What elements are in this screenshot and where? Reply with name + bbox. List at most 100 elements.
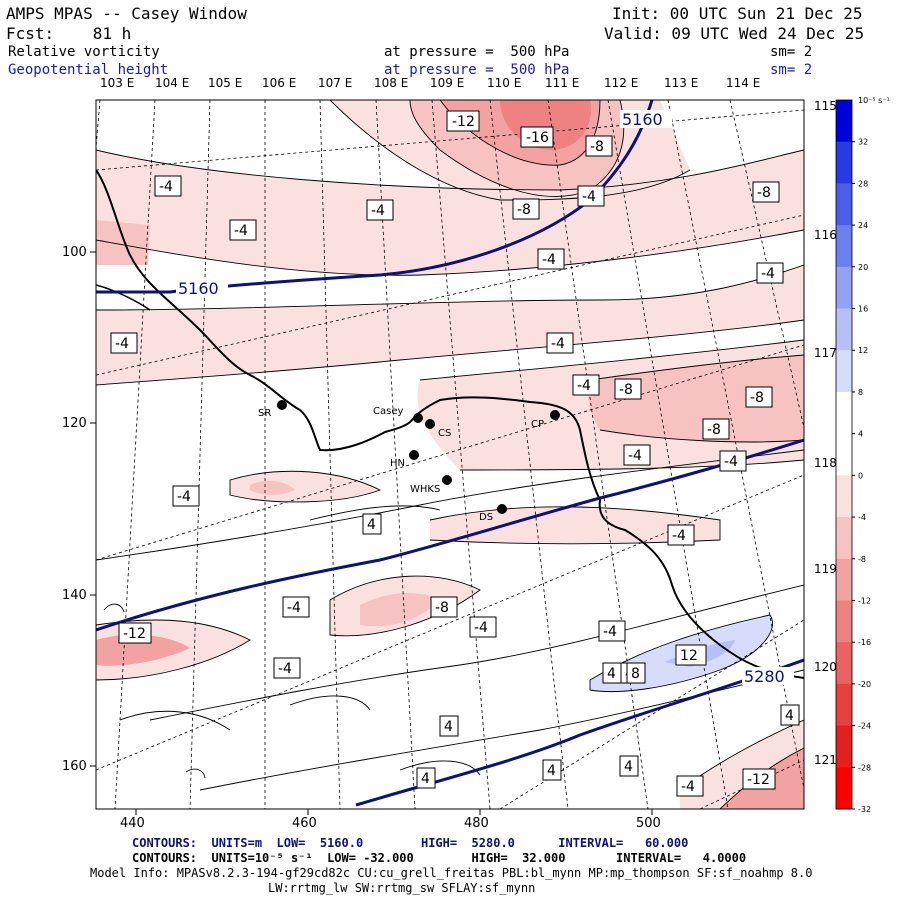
colorbar-cell: [836, 642, 852, 685]
lon-label: 109 E: [430, 76, 465, 90]
colorbar-tick-label: 12: [858, 346, 868, 355]
colorbar-tick-label: 28: [858, 179, 868, 188]
colorbar-cell: [836, 517, 852, 560]
lon-label: 110 E: [487, 76, 522, 90]
colorbar-tick-label: -20: [858, 680, 871, 689]
colorbar-tick-label: 16: [858, 305, 868, 314]
vort-label: 4: [367, 517, 376, 533]
lon-label: 114 E: [726, 76, 761, 90]
vorticity-contours: [96, 100, 804, 809]
colorbar-cell: [836, 600, 852, 643]
station-label: CS: [438, 428, 451, 439]
lon-label: 108 E: [374, 76, 409, 90]
vort-label: -4: [371, 203, 385, 219]
colorbar-tick-label: 24: [858, 221, 868, 230]
vort-label: -4: [628, 448, 642, 464]
x-axis-label: 460: [292, 816, 317, 831]
lon-label: 106 E: [262, 76, 297, 90]
station-marker: [413, 413, 423, 423]
vort-label: -4: [115, 336, 129, 352]
colorbar-tick-label: -8: [858, 555, 866, 564]
vort-label: -4: [551, 336, 565, 352]
forecast-hour: Fcst: 81 h: [6, 24, 132, 43]
vort-label: -8: [750, 390, 764, 406]
station-marker: [409, 450, 419, 460]
colorbar: 10⁻⁵ s⁻¹ 32 28 24 20 16 12 8 4 0 -4 -8 -12 -16 -20 -24…: [835, 96, 890, 814]
stations: SR Casey CS HN WHKS DS CP: [258, 400, 560, 523]
vort-label: 4: [444, 719, 453, 735]
lon-label: 112 E: [604, 76, 639, 90]
colorbar-cell: [836, 475, 852, 518]
x-axis-label: 480: [464, 816, 489, 831]
vort-label: -4: [603, 624, 617, 640]
lon-label: 113 E: [664, 76, 699, 90]
vort-label: 8: [631, 666, 640, 682]
coastline-detail: [96, 284, 151, 311]
x-axis-label: 500: [636, 816, 661, 831]
colorbar-cell: [836, 725, 852, 768]
station-marker: [425, 419, 435, 429]
field2-level: at pressure = 500 hPa: [384, 62, 570, 78]
field1-level: at pressure = 500 hPa: [384, 44, 570, 60]
station-marker: [277, 400, 287, 410]
colorbar-tick-label: -16: [858, 638, 871, 647]
field1-name: Relative vorticity: [8, 44, 160, 60]
vort-label: 4: [785, 708, 794, 724]
colorbar-cell: [836, 266, 852, 310]
vort-label: -12: [123, 626, 146, 642]
colorbar-cell: [836, 558, 852, 601]
colorbar-cell: [836, 391, 852, 435]
vort-label: -12: [747, 772, 770, 788]
vorticity-labels: -12 -16 -8 -4 -4 -4 -8 -4 -8 -4 -4 -4 -4…: [110, 110, 800, 797]
field2-name: Geopotential height: [8, 62, 169, 78]
height-label: 5160: [178, 279, 219, 298]
colorbar-tick-label: 8: [858, 388, 863, 397]
colorbar-tick-label: 20: [858, 263, 868, 272]
station-label: HN: [390, 458, 405, 469]
vort-label: 4: [607, 666, 616, 682]
vort-label: -4: [582, 189, 596, 205]
lon-label: 103 E: [100, 76, 135, 90]
vort-label: -4: [724, 454, 738, 470]
station-label: CP: [531, 419, 544, 430]
field2-smoothing: sm= 2: [770, 62, 813, 78]
valid-time: Valid: 09 UTC Wed 24 Dec 25: [604, 24, 865, 43]
plot-title: AMPS MPAS -- Casey Window: [6, 4, 247, 23]
station-label: SR: [258, 408, 271, 419]
axis-ticks: [90, 251, 653, 815]
vort-label: -12: [452, 114, 475, 130]
vort-label: -4: [577, 378, 591, 394]
station-marker: [442, 475, 452, 485]
vort-label: -16: [526, 130, 549, 146]
station-label: WHKS: [410, 484, 440, 495]
colorbar-tick-label: 32: [858, 138, 868, 147]
vort-label: -8: [619, 382, 633, 398]
vort-label: -8: [590, 139, 604, 155]
vort-label: -4: [761, 266, 775, 282]
colorbar-cell: [836, 767, 852, 810]
colorbar-tick-label: -28: [858, 763, 871, 772]
vort-label: -4: [278, 661, 292, 677]
vort-label: -4: [474, 620, 488, 636]
vort-label: -4: [542, 252, 556, 268]
vort-label: -4: [177, 489, 191, 505]
vort-label: 4: [624, 759, 633, 775]
vort-label: 12: [680, 648, 698, 664]
vort-label: -4: [681, 779, 695, 795]
footer-contours-vorticity: CONTOURS: UNITS=10⁻⁵ s⁻¹ LOW= -32.000 HI…: [132, 851, 747, 865]
colorbar-cell: [836, 350, 852, 393]
colorbar-cell: [836, 141, 852, 184]
lon-label: 104 E: [155, 76, 190, 90]
colorbar-tick-label: 4: [858, 430, 863, 439]
colorbar-cell: [836, 225, 852, 268]
station-label: DS: [479, 512, 493, 523]
vort-label: -4: [234, 223, 248, 239]
lon-label: 105 E: [208, 76, 243, 90]
init-time: Init: 00 UTC Sun 21 Dec 25: [612, 4, 863, 23]
colorbar-tick-label: -24: [858, 722, 871, 731]
footer-contours-height: CONTOURS: UNITS=m LOW= 5160.0 HIGH= 5280…: [132, 836, 689, 850]
colorbar-cell: [836, 683, 852, 727]
colorbar-tick-label: 0: [858, 471, 863, 480]
vort-label: -8: [757, 185, 771, 201]
